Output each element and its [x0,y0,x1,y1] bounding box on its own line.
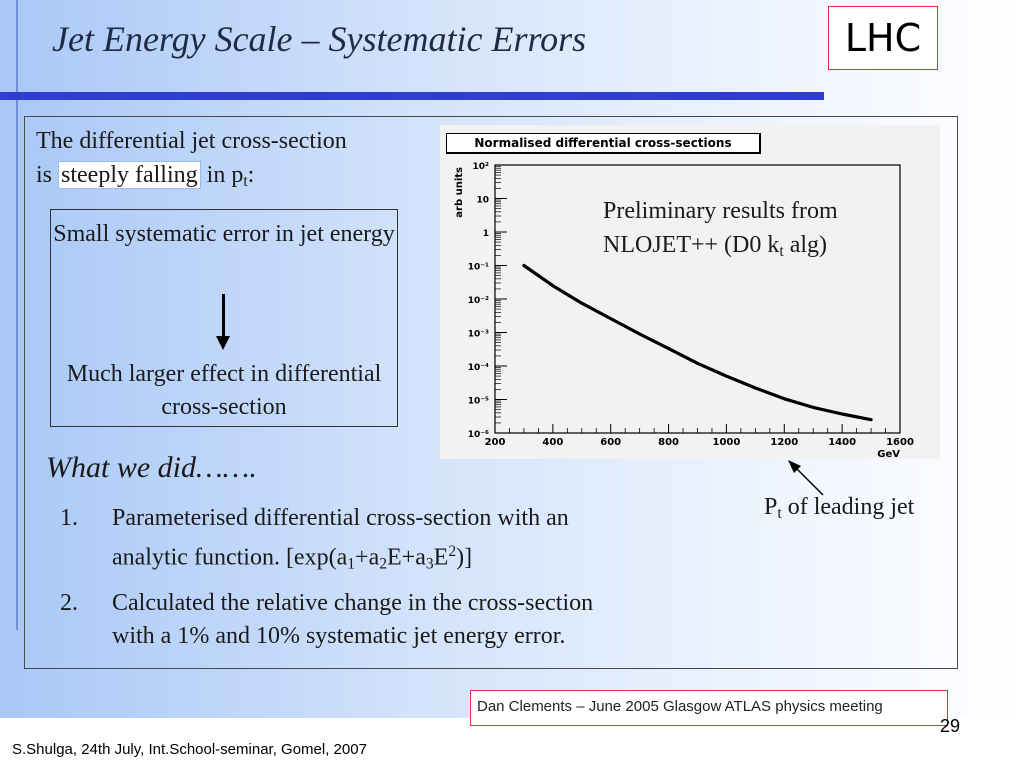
title-underline-bar [0,92,824,100]
left-rule [16,0,18,630]
highlighted-phrase: steeply falling [58,161,201,189]
annotation-line-2-pre: NLOJET++ (D0 k [603,232,780,258]
formula-part-2: +a [355,544,380,571]
content-frame [24,116,958,669]
chart-annotation: Preliminary results from NLOJET++ (D0 kt… [603,194,838,269]
y-tick-label: 10⁻³ [468,330,489,340]
x-tick-label: 1000 [713,437,741,448]
cross-section-chart: 200 400 600 800 1000 1200 1400 1600 10⁻⁶ 10⁻⁵ 10⁻⁴… [440,125,940,459]
box-bottom-text: Much larger effect in differential cross… [66,361,382,420]
x-tick-label: 200 [485,437,506,448]
x-tick-label: 1200 [770,437,798,448]
down-arrow-icon [222,294,225,340]
intro-subscript: t [243,172,248,190]
pt-label-rest: of leading jet [781,494,915,520]
annotation-line-2-post: alg) [783,232,828,258]
intro-text: The differential jet cross-section is st… [36,124,347,199]
chart-svg: 200 400 600 800 1000 1200 1400 1600 10⁻⁶ 10⁻⁵ 10⁻⁴… [454,162,914,459]
lhc-logo: LHC [828,6,938,70]
formula-part-1: analytic function. [exp(a [112,544,348,571]
credit-box: Dan Clements – June 2005 Glasgow ATLAS p… [470,690,948,726]
list-2-line-2: with a 1% and 10% systematic jet energy … [112,623,566,649]
formula-end: )] [456,544,473,571]
intro-in: in p [206,162,244,188]
intro-line-2: is steeply falling in pt: [36,158,347,199]
y-tick-label: 10 [476,196,489,206]
x-axis-label: GeV [877,449,900,459]
formula-part-3: E+a [387,544,426,571]
pt-label-p: P [764,494,778,520]
list-text-1: Parameterised differential cross-section… [112,502,712,580]
x-tick-label: 1600 [886,437,914,448]
list-number-1: 1. [60,505,78,531]
systematic-effect-box: Small systematic error in jet energy Muc… [50,209,398,427]
pt-label: Pt of leading jet [764,494,914,523]
y-tick-label: 1 [483,229,489,239]
y-tick-label: 10⁻⁶ [468,430,489,440]
y-tick-label: 10⁻⁵ [468,397,489,407]
list-number-2: 2. [60,590,78,616]
x-tick-label: 800 [658,437,679,448]
page-number: 29 [940,716,961,736]
list-text-2: Calculated the relative change in the cr… [112,587,712,653]
x-tick-label: 400 [542,437,563,448]
formula-part-4: E [433,544,449,571]
box-top-text: Small systematic error in jet energy [53,221,395,247]
footer-text: S.Shulga, 24th July, Int.School-seminar,… [12,741,367,758]
y-tick-label: 10⁻² [468,296,489,306]
y-tick-label: 10² [473,162,490,172]
x-tick-label: 1400 [828,437,856,448]
chart-title: Normalised differential cross-sections [446,133,761,154]
plot-frame [494,164,901,434]
pt-label-sub: t [777,504,782,522]
list-1-line-1: Parameterised differential cross-section… [112,505,569,531]
y-axis-label: arb units [454,167,465,218]
slide-title: Jet Energy Scale – Systematic Errors [52,19,587,59]
y-tick-label: 10⁻¹ [468,263,489,273]
what-we-did-heading: What we did……. [46,451,257,484]
formula-sup: 2 [448,543,457,560]
x-tick-label: 600 [600,437,621,448]
cross-section-curve [522,263,873,422]
formula-sub-2: 2 [379,555,388,573]
annotation-subscript: t [779,242,784,260]
formula-sub-3: 3 [425,555,434,573]
list-1-line-2: analytic function. [exp(a1+a2E+a3E2)] [112,535,712,580]
y-tick-label: 10⁻⁴ [468,363,489,373]
intro-line-1: The differential jet cross-section [36,128,347,154]
down-arrow-head [216,336,230,350]
intro-colon: : [247,162,255,188]
formula-sub-1: 1 [347,555,356,573]
annotation-line-2: NLOJET++ (D0 kt alg) [603,228,838,269]
intro-is: is [36,162,53,188]
annotation-line-1: Preliminary results from [603,198,838,224]
list-2-line-1: Calculated the relative change in the cr… [112,590,594,616]
